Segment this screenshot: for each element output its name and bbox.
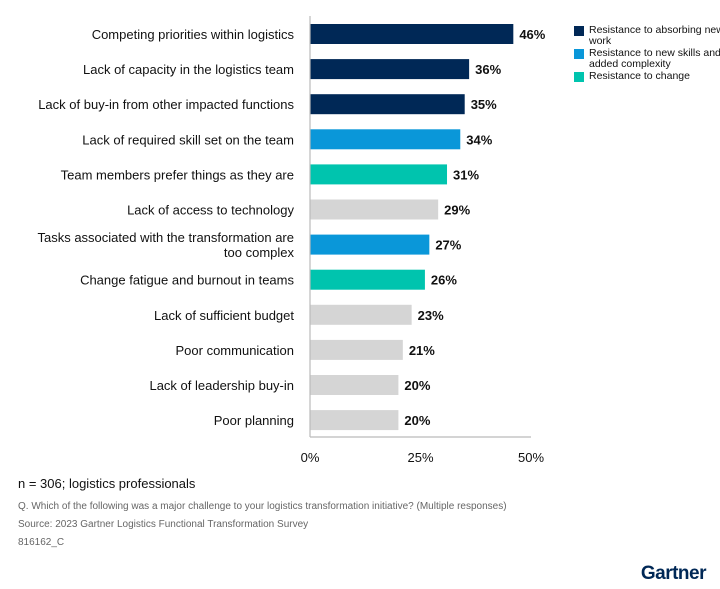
legend-swatch [574,26,584,36]
category-label: Change fatigue and burnout in teams [80,273,294,288]
category-label: Lack of capacity in the logistics team [83,62,294,77]
category-label: Lack of sufficient budget [154,308,294,323]
category-label: Lack of required skill set on the team [82,132,294,147]
bar [310,269,425,290]
category-label: Poor communication [176,343,295,358]
legend-label: Resistance to new skills and added compl… [589,47,720,70]
data-label: 23% [418,308,444,323]
data-label: 31% [453,167,479,182]
figure-id: 816162_C [18,537,65,548]
legend-label: Resistance to change [589,70,690,82]
x-tick-label: 0% [301,450,320,465]
bar [310,199,439,220]
bar [310,59,470,80]
bar [310,375,399,395]
bar-chart: 46% Competing priorities within logistics… [37,16,546,465]
category-label: Lack of leadership buy-in [149,378,294,393]
category-label: Team members prefer things as they are [61,167,294,182]
data-label: 26% [431,273,457,288]
legend-swatch [574,49,584,59]
data-label: 20% [404,413,430,428]
bar [310,339,403,360]
legend-swatch [574,72,584,82]
bar [310,234,430,255]
category-label: Poor planning [214,413,294,428]
sample-note: n = 306; logistics professionals [18,476,196,491]
bar [310,24,514,44]
bar [310,94,465,115]
data-label: 21% [409,343,435,358]
bar [310,410,399,431]
bar [310,304,412,325]
legend-label: Resistance to absorbing new work [589,24,720,47]
bar [310,164,448,185]
data-label: 29% [444,203,470,218]
category-label: Lack of access to technology [127,203,294,218]
data-label: 46% [519,27,545,42]
category-label: Competing priorities within logistics [92,27,295,42]
category-label: Tasks associated with the transformation… [37,230,294,245]
category-label: Lack of buy-in from other impacted funct… [38,97,294,112]
gartner-logo: Gartner [640,563,707,584]
bar [310,129,461,150]
data-label: 27% [435,238,461,253]
x-tick-label: 50% [518,450,544,465]
x-tick-label: 25% [407,450,433,465]
data-label: 34% [466,132,492,147]
data-label: 35% [471,97,497,112]
data-label: 20% [404,378,430,393]
question-note: Q. Which of the following was a major ch… [18,501,507,512]
data-label: 36% [475,62,501,77]
category-label: too complex [224,245,295,260]
source-note: Source: 2023 Gartner Logistics Functiona… [18,519,309,530]
